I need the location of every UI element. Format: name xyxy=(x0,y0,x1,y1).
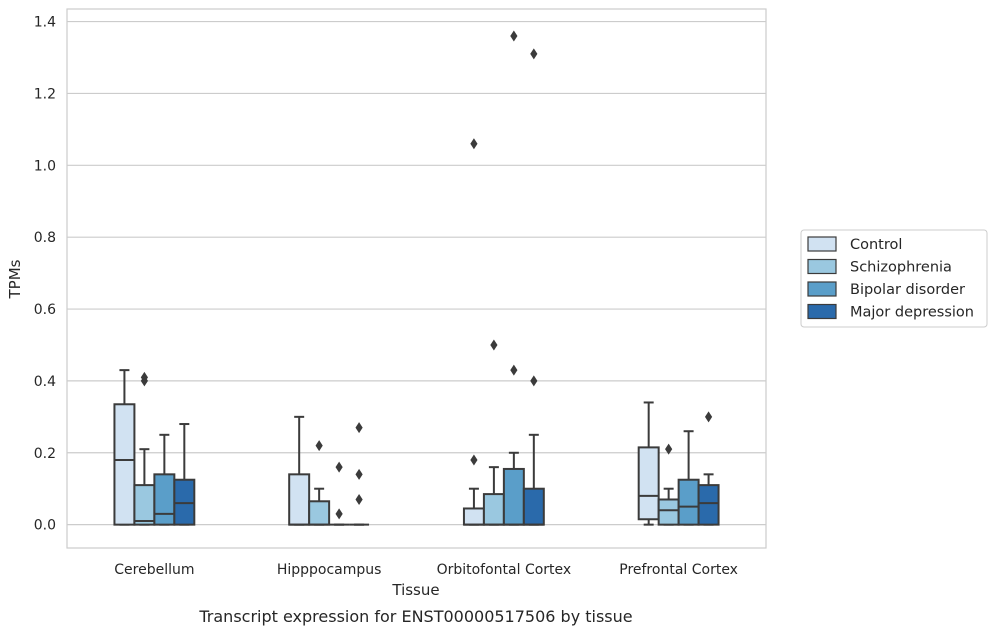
box-body xyxy=(133,484,156,526)
outlier-point xyxy=(355,422,363,434)
box-body xyxy=(482,493,505,526)
box-body xyxy=(308,500,331,526)
y-tick-labels: 0.0 0.2 0.4 0.6 0.8 1.0 1.2 1.4 xyxy=(34,15,56,534)
box-control xyxy=(113,369,136,526)
box-schizophrenia xyxy=(482,339,505,526)
outlier-point xyxy=(355,468,363,480)
x-tick-label: Orbitofontal Cortex xyxy=(437,562,572,578)
legend-swatch xyxy=(807,236,837,252)
y-tick-label: 0.0 xyxy=(34,518,56,534)
box-major-depression xyxy=(349,422,370,526)
box-body xyxy=(637,446,660,521)
y-tick-label: 0.8 xyxy=(34,230,56,246)
x-tick-label: Hipppocampus xyxy=(277,562,382,578)
outlier-point xyxy=(490,339,498,351)
outlier-point xyxy=(510,30,518,42)
outlier-point xyxy=(665,443,673,455)
outlier-point xyxy=(335,508,343,520)
y-tick-label: 0.6 xyxy=(34,302,56,318)
box-body xyxy=(113,403,136,526)
x-tick-labels: Cerebellum Hipppocampus Orbitofontal Corte… xyxy=(114,562,738,578)
outlier-point xyxy=(470,138,478,150)
y-tick-label: 1.0 xyxy=(34,158,56,174)
box-groups xyxy=(113,30,720,526)
box-major-depression xyxy=(697,411,720,526)
legend-label: Bipolar disorder xyxy=(850,282,965,298)
outlier-point xyxy=(530,375,538,387)
legend-swatch xyxy=(807,258,837,275)
box-schizophrenia xyxy=(308,440,331,526)
x-tick-label: Prefrontal Cortex xyxy=(619,562,738,578)
x-axis-title: Tissue xyxy=(391,581,439,599)
legend-label: Control xyxy=(850,237,902,253)
outlier-point xyxy=(704,411,713,423)
legend-label: Major depression xyxy=(850,305,974,321)
y-axis-title: TPMs xyxy=(6,259,24,299)
box-body xyxy=(462,507,485,526)
outlier-point xyxy=(355,493,363,505)
box-body xyxy=(522,487,545,526)
box-bipolar-disorder xyxy=(329,461,350,526)
outlier-point xyxy=(510,364,518,376)
y-tick-label: 0.4 xyxy=(34,374,56,390)
box-body xyxy=(677,478,700,526)
box-major-depression xyxy=(173,423,196,526)
legend-frame xyxy=(800,229,988,328)
y-tick-label: 0.2 xyxy=(34,446,56,462)
y-tick-label: 1.2 xyxy=(34,86,56,102)
legend-swatch xyxy=(807,281,837,297)
box-body xyxy=(657,498,680,526)
outlier-point xyxy=(335,461,343,473)
box-major-depression xyxy=(522,48,545,526)
outlier-point xyxy=(315,440,323,452)
y-tick-label: 1.4 xyxy=(34,15,56,31)
outlier-point xyxy=(470,454,478,466)
box-control xyxy=(637,401,660,526)
plot-area xyxy=(66,8,767,549)
x-tick-label: Cerebellum xyxy=(114,562,194,578)
box-body xyxy=(288,473,311,526)
outlier-point xyxy=(530,48,538,60)
chart-caption: Transcript expression for ENST0000051750… xyxy=(198,607,632,626)
box-body xyxy=(153,473,176,526)
box-control xyxy=(462,138,485,526)
legend: Control Schizophrenia Bipolar disorder Majo… xyxy=(800,229,988,328)
legend-label: Schizophrenia xyxy=(850,260,952,276)
outlier-point xyxy=(140,371,148,383)
legend-swatch xyxy=(807,303,837,320)
box-schizophrenia xyxy=(657,443,680,526)
box-body xyxy=(502,467,525,526)
box-body xyxy=(697,484,720,526)
box-control xyxy=(288,415,311,526)
